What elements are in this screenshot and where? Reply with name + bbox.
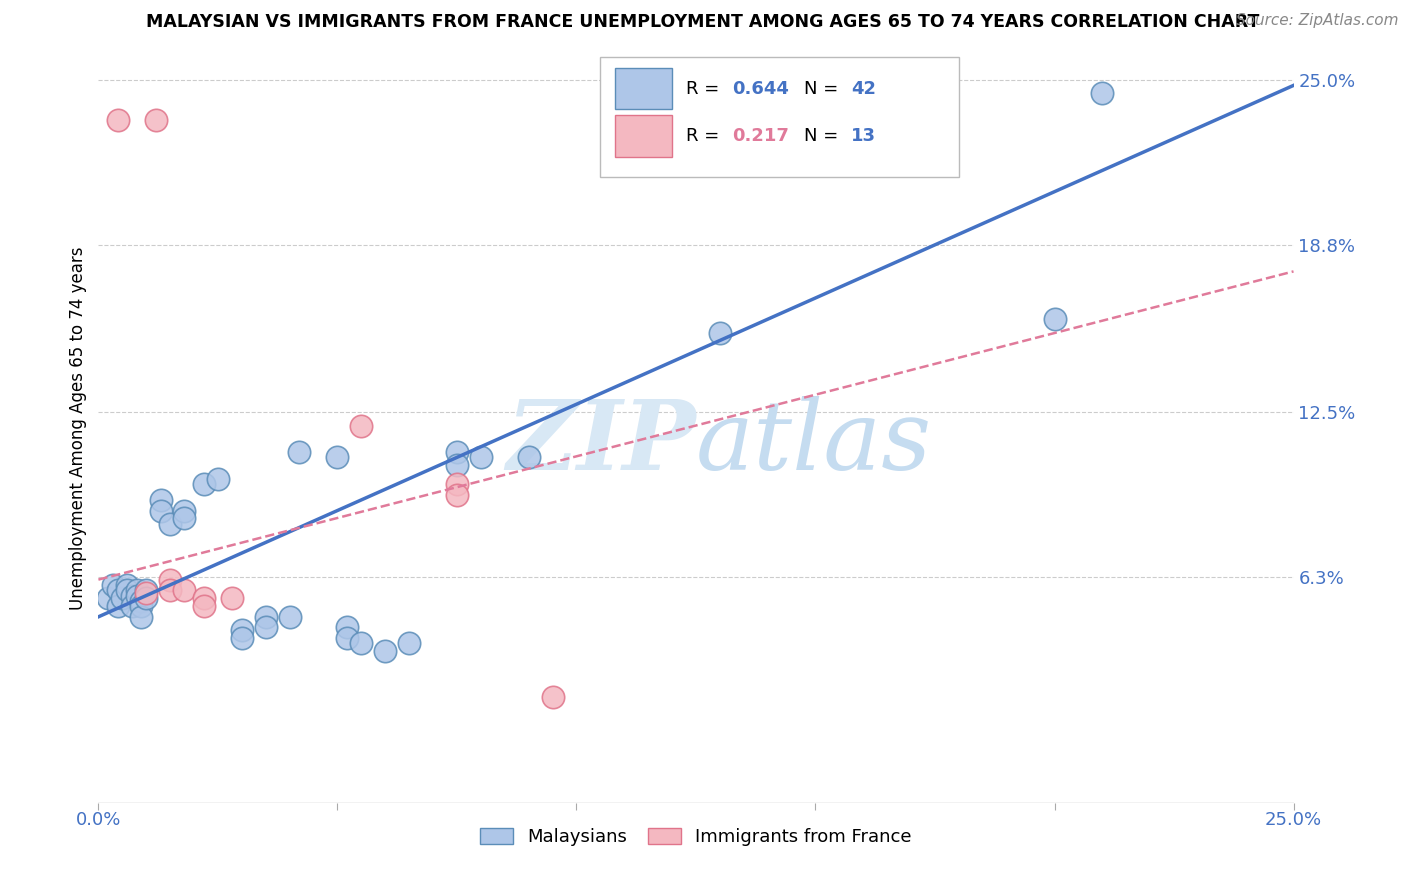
Point: [470, 450, 492, 465]
Point: [159, 583, 181, 598]
Point: [135, 591, 157, 606]
Y-axis label: Unemployment Among Ages 65 to 74 years: Unemployment Among Ages 65 to 74 years: [69, 246, 87, 610]
Point: [1043, 312, 1066, 326]
Point: [135, 586, 157, 600]
FancyBboxPatch shape: [614, 115, 672, 157]
Legend: Malaysians, Immigrants from France: Malaysians, Immigrants from France: [472, 821, 920, 854]
Point: [1091, 87, 1114, 101]
Point: [125, 583, 148, 598]
Point: [121, 589, 143, 603]
Point: [254, 609, 277, 624]
Text: 13: 13: [852, 127, 876, 145]
Text: 0.644: 0.644: [733, 79, 789, 98]
FancyBboxPatch shape: [614, 68, 672, 110]
Text: ZIP: ZIP: [506, 396, 696, 490]
Text: R =: R =: [686, 79, 725, 98]
Point: [288, 445, 311, 459]
Point: [207, 472, 229, 486]
Point: [131, 594, 153, 608]
Point: [517, 450, 540, 465]
Text: MALAYSIAN VS IMMIGRANTS FROM FRANCE UNEMPLOYMENT AMONG AGES 65 TO 74 YEARS CORRE: MALAYSIAN VS IMMIGRANTS FROM FRANCE UNEM…: [146, 13, 1260, 31]
Point: [97, 591, 120, 606]
Point: [149, 503, 172, 517]
Point: [446, 458, 468, 473]
Text: atlas: atlas: [696, 396, 932, 490]
Point: [374, 644, 396, 658]
Point: [254, 620, 277, 634]
Point: [193, 591, 215, 606]
Point: [121, 599, 143, 614]
Point: [231, 631, 253, 645]
Point: [173, 503, 195, 517]
Text: Source: ZipAtlas.com: Source: ZipAtlas.com: [1236, 13, 1399, 29]
Point: [709, 326, 731, 340]
Point: [101, 578, 124, 592]
Point: [336, 631, 359, 645]
Point: [149, 492, 172, 507]
Point: [115, 583, 138, 598]
Point: [446, 487, 468, 501]
Text: 25.0%: 25.0%: [1265, 811, 1322, 829]
Point: [173, 511, 195, 525]
Point: [107, 583, 129, 598]
Text: 0.217: 0.217: [733, 127, 789, 145]
Point: [125, 589, 148, 603]
Text: N =: N =: [804, 79, 844, 98]
Point: [446, 477, 468, 491]
Text: 42: 42: [852, 79, 876, 98]
Point: [350, 418, 373, 433]
Point: [446, 445, 468, 459]
Point: [107, 599, 129, 614]
Point: [107, 112, 129, 127]
Point: [111, 591, 134, 606]
Point: [278, 609, 301, 624]
Point: [159, 573, 181, 587]
Text: 0.0%: 0.0%: [76, 811, 121, 829]
Point: [159, 516, 181, 531]
Point: [221, 591, 243, 606]
Point: [193, 599, 215, 614]
Point: [131, 599, 153, 614]
Point: [145, 112, 167, 127]
Point: [541, 690, 564, 704]
FancyBboxPatch shape: [600, 57, 959, 178]
Point: [135, 583, 157, 598]
Point: [350, 636, 373, 650]
Point: [193, 477, 215, 491]
Text: R =: R =: [686, 127, 725, 145]
Point: [131, 609, 153, 624]
Point: [398, 636, 420, 650]
Point: [336, 620, 359, 634]
Text: N =: N =: [804, 127, 844, 145]
Point: [326, 450, 349, 465]
Point: [231, 623, 253, 637]
Point: [173, 583, 195, 598]
Point: [115, 578, 138, 592]
